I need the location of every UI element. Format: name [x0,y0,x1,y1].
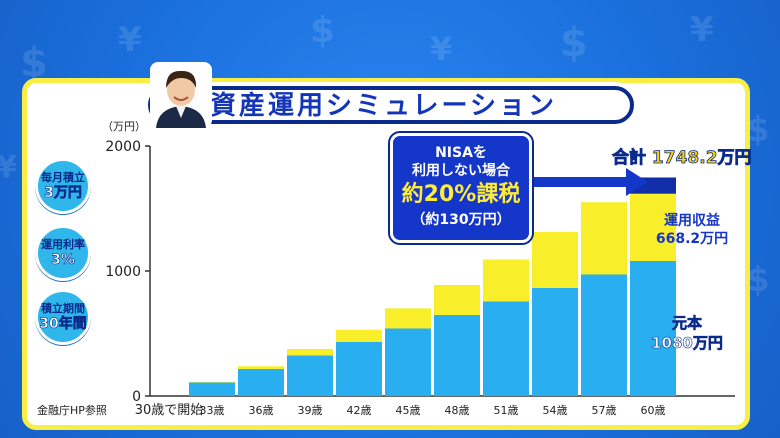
x-tick-label: 30歳で開始 [135,403,204,418]
x-tick-label: 36歳 [249,404,274,417]
page-title: 資産運用シミュレーション [210,91,557,121]
callout-tax-amount: （約130万円） [411,212,511,228]
yen-sign-icon: ¥ [0,150,17,185]
bar-gain [238,366,284,369]
chart-bars [189,177,676,396]
title-banner [148,86,634,124]
total-amount-label: 合計 1748.2万円 [612,148,752,169]
source-note: 金融庁HP参照 [37,404,107,417]
yen-sign-icon: ¥ [690,10,714,50]
bar-gain [336,329,382,342]
interest-rate-badge: 運用利率 3% [35,225,91,281]
bar-gain [630,193,676,261]
x-tick-label: 57歳 [592,404,617,417]
badge-value: 3% [51,252,75,269]
nisa-tax-callout: NISAを 利用しない場合 約20%課税 （約130万円） [390,133,532,243]
badge-label: 積立期間 [41,302,85,315]
principal-label-title: 元本 [671,314,703,333]
dollar-sign-icon: $ [746,110,770,150]
dollar-sign-icon: $ [560,20,588,66]
x-tick-label: 33歳 [200,404,225,417]
x-tick-label: 48歳 [445,404,470,417]
bar-principal [532,288,578,396]
dollar-sign-icon: $ [310,10,336,51]
monthly-contribution-badge: 毎月積立 3万円 [35,158,91,214]
bar-gain [483,259,529,302]
yen-sign-icon: ¥ [118,20,142,60]
gain-label-title: 運用収益 [664,213,720,229]
bar-principal [238,369,284,396]
contribution-period-badge: 積立期間 30年間 [35,289,91,345]
x-tick-label: 42歳 [347,404,372,417]
badge-label: 運用利率 [41,238,85,251]
x-tick-label: 60歳 [641,404,666,417]
bar-principal [581,274,627,396]
callout-line: NISAを [435,145,487,161]
y-tick-label: 0 [132,389,141,405]
badge-value: 3万円 [44,185,82,202]
badge-label: 毎月積立 [41,171,85,184]
badge-value: 30年間 [39,316,87,333]
bar-principal [483,301,529,396]
callout-tax-rate: 約20%課税 [401,182,521,207]
x-tick-label: 39歳 [298,404,323,417]
x-tick-label: 45歳 [396,404,421,417]
arrow-right-icon [530,168,648,196]
bar-gain [189,381,235,383]
bar-principal [434,315,480,396]
y-tick-label: 1000 [105,264,141,280]
x-tick-label: 54歳 [543,404,568,417]
dollar-sign-icon: $ [746,260,770,300]
x-tick-label: 51歳 [494,404,519,417]
principal-amount-label: 元本 1080万円 [642,313,732,353]
bar-gain [532,232,578,288]
person-avatar-icon [150,62,212,128]
bar-principal [189,382,235,396]
yen-sign-icon: ¥ [430,30,453,68]
y-axis-unit-label: （万円） [102,120,146,133]
investment-gain-label: 運用収益 668.2万円 [652,212,732,248]
gain-label-value: 668.2万円 [655,231,729,247]
bar-gain [287,349,333,356]
bar-gain [581,202,627,275]
bar-principal [630,261,676,396]
callout-line: 利用しない場合 [412,163,510,179]
bar-gain [385,308,431,329]
bar-principal [385,328,431,396]
bar-gain [434,285,480,315]
bar-principal [336,342,382,396]
bar-principal [287,355,333,396]
y-tick-label: 2000 [105,139,141,155]
principal-label-value: 1080万円 [651,334,723,353]
